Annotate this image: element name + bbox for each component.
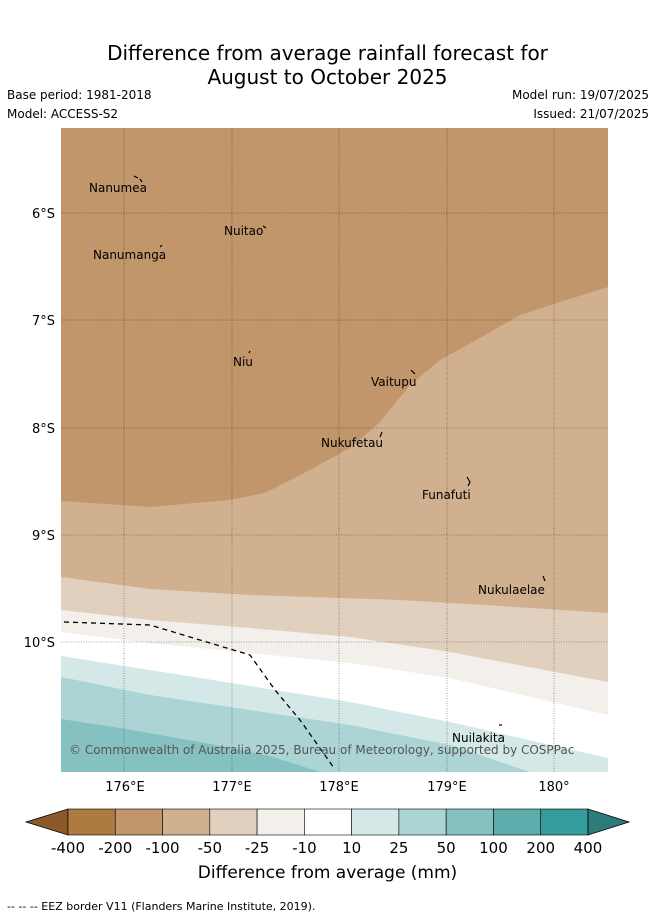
colorbar-tick-label: 200 xyxy=(526,839,555,857)
colorbar-tick-label: 50 xyxy=(437,839,456,857)
lat-label-10s: 10°S xyxy=(24,636,55,651)
latitude-labels: 6°S 7°S 8°S 9°S 10°S xyxy=(24,207,55,651)
colorbar-tick-label: -200 xyxy=(98,839,132,857)
lon-label-177e: 177°E xyxy=(212,780,252,795)
colorbar-swatch xyxy=(67,808,116,836)
island-label-nuilakita: Nuilakita xyxy=(452,731,505,745)
colorbar-extend-low xyxy=(24,808,69,836)
colorbar-tick-label: -10 xyxy=(292,839,317,857)
colorbar-tick-label: 10 xyxy=(342,839,361,857)
lon-label-176e: 176°E xyxy=(105,780,145,795)
lon-label-180: 180° xyxy=(538,780,569,795)
rainfall-map: Nanumea Nuitao Nanumanga Niu Vaitupu Nuk… xyxy=(24,128,631,857)
colorbar-title: Difference from average (mm) xyxy=(197,863,458,883)
issued-text: Issued: 21/07/2025 xyxy=(533,107,649,121)
title-line-2: August to October 2025 xyxy=(207,65,448,89)
colorbar-swatch xyxy=(209,808,258,836)
colorbar-tick-label: 25 xyxy=(389,839,408,857)
colorbar-extend-high xyxy=(587,808,631,836)
island-label-nukufetau: Nukufetau xyxy=(321,436,383,450)
colorbar-swatch xyxy=(540,808,589,836)
island-label-funafuti: Funafuti xyxy=(422,488,471,502)
colorbar-tick-label: -25 xyxy=(245,839,270,857)
lat-label-7s: 7°S xyxy=(32,314,55,329)
colorbar: -400 -200 -100 -50 -25 -10 10 25 50 100 200 400 xyxy=(24,808,631,857)
lat-label-6s: 6°S xyxy=(32,207,55,222)
map-fill-bands xyxy=(61,128,608,772)
island-label-nanumea: Nanumea xyxy=(89,181,147,195)
lon-label-179e: 179°E xyxy=(427,780,467,795)
island-shapes xyxy=(133,175,546,726)
colorbar-tick-label: -400 xyxy=(51,839,85,857)
lat-label-9s: 9°S xyxy=(32,529,55,544)
map-title: Difference from average rainfall forecas… xyxy=(0,41,655,89)
band-plus-100 xyxy=(61,719,320,772)
island-labels: Nanumea Nuitao Nanumanga Niu Vaitupu Nuk… xyxy=(89,181,545,745)
model-text: Model: ACCESS-S2 xyxy=(7,107,119,121)
island-label-nanumanga: Nanumanga xyxy=(93,248,166,262)
colorbar-swatch xyxy=(256,808,305,836)
island-label-nuitao: Nuitao xyxy=(224,224,263,238)
colorbar-swatch xyxy=(493,808,542,836)
base-period-text: Base period: 1981-2018 xyxy=(7,88,152,102)
colorbar-tick-label: 400 xyxy=(574,839,603,857)
colorbar-tick-label: -50 xyxy=(198,839,223,857)
lon-label-178e: 178°E xyxy=(319,780,359,795)
island-label-vaitupu: Vaitupu xyxy=(371,375,417,389)
colorbar-swatch xyxy=(304,808,352,836)
colorbar-tick-label: 100 xyxy=(479,839,508,857)
colorbar-swatch xyxy=(114,808,163,836)
colorbar-tick-label: -100 xyxy=(146,839,180,857)
title-line-1: Difference from average rainfall forecas… xyxy=(107,41,548,65)
island-label-niu: Niu xyxy=(233,355,253,369)
colorbar-swatch xyxy=(162,808,211,836)
model-run-text: Model run: 19/07/2025 xyxy=(511,88,649,102)
lat-label-8s: 8°S xyxy=(32,422,55,437)
colorbar-swatch xyxy=(398,808,447,836)
island-label-nukulaelae: Nukulaelae xyxy=(478,583,545,597)
copyright-text: © Commonwealth of Australia 2025, Bureau… xyxy=(69,743,574,757)
colorbar-swatch xyxy=(445,808,494,836)
eez-border xyxy=(63,621,335,769)
colorbar-swatch xyxy=(351,808,400,836)
eez-legend-note: -- -- -- EEZ border V11 (Flanders Marine… xyxy=(7,900,316,913)
longitude-labels: 176°E 177°E 178°E 179°E 180° xyxy=(105,780,569,795)
graticule xyxy=(61,128,608,772)
